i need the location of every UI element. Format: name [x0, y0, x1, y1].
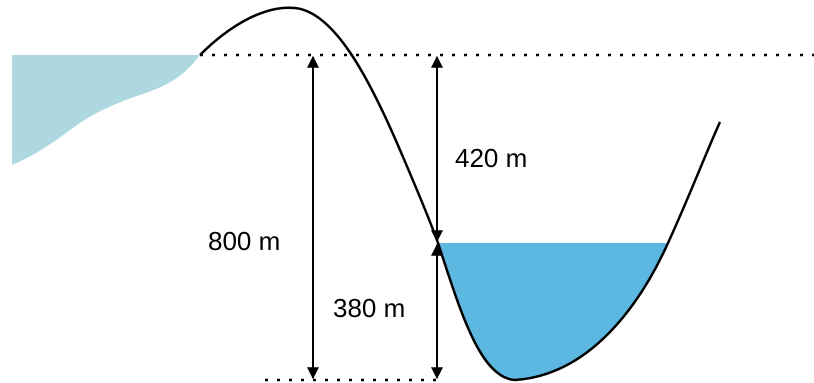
terrain	[200, 8, 720, 380]
lower-depth-label: 380 m	[333, 293, 405, 323]
upper-drop-label: 420 m	[455, 143, 527, 173]
lower-reservoir	[438, 243, 668, 380]
upper-reservoir	[12, 55, 200, 165]
total-height-label: 800 m	[208, 226, 280, 256]
diagram: 420 m 800 m 380 m	[0, 0, 814, 383]
page: 420 m 800 m 380 m (() => { const data = …	[0, 0, 814, 383]
